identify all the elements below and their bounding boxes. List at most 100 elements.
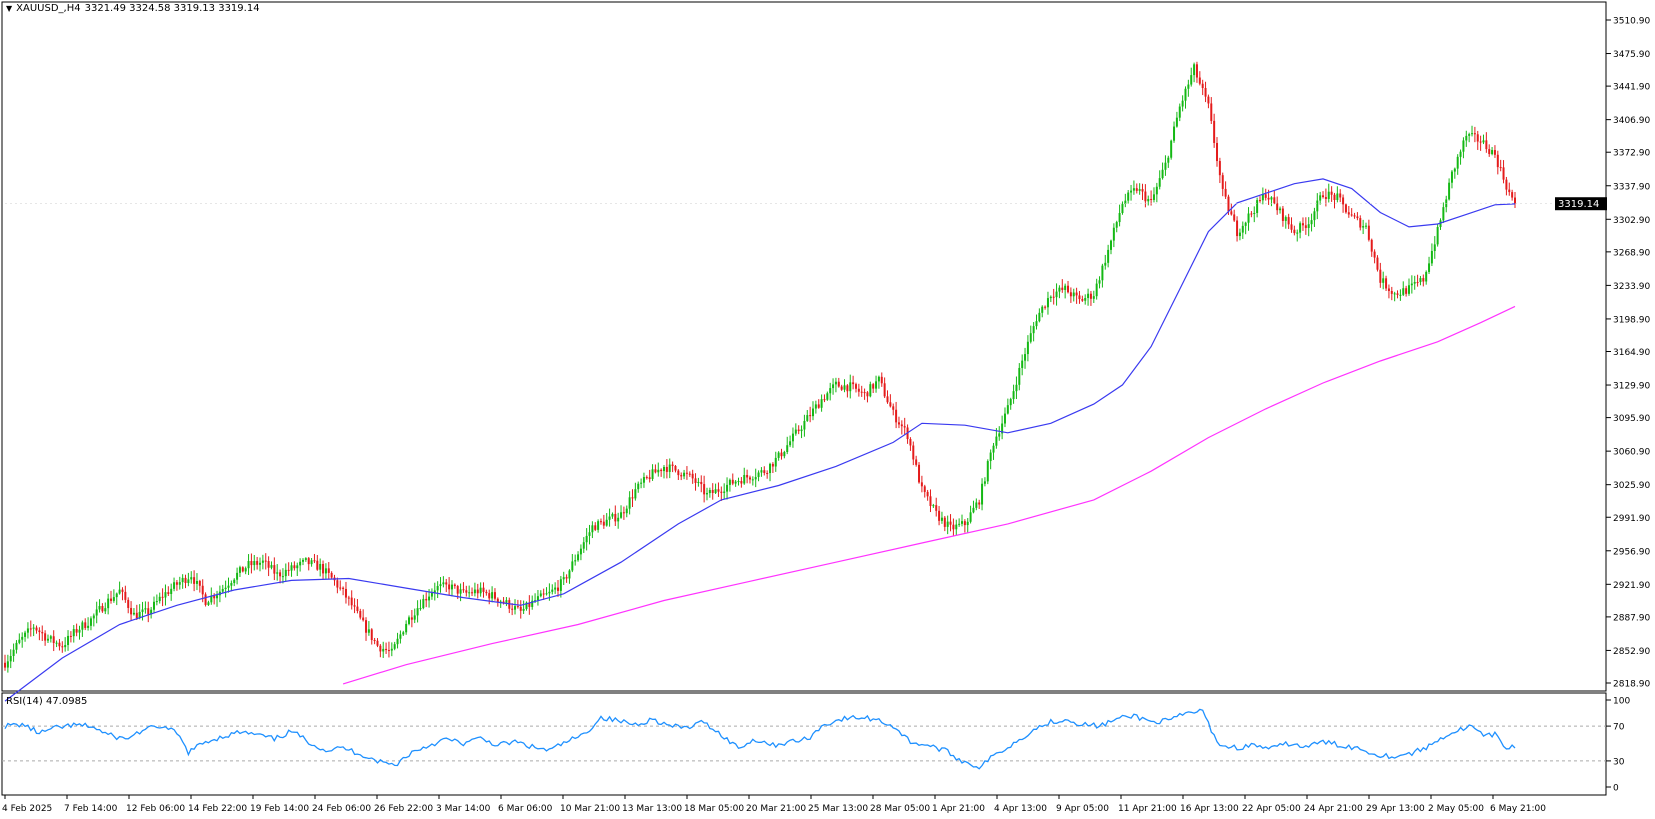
- candle-body: [482, 587, 485, 592]
- x-tick-label: 14 Feb 22:00: [188, 804, 247, 814]
- candle-body: [1170, 140, 1173, 158]
- candle-body: [1508, 189, 1511, 193]
- candle-body: [173, 582, 176, 589]
- candle-body: [281, 576, 284, 578]
- candle-body: [1055, 291, 1058, 298]
- candle-body: [522, 608, 525, 611]
- candle-body: [1499, 167, 1502, 169]
- y-tick-label: 2852.90: [1613, 647, 1650, 657]
- candle-body: [961, 521, 964, 524]
- candle-body: [952, 524, 955, 530]
- candle-body: [118, 589, 121, 594]
- candle-body: [207, 602, 210, 605]
- candle-body: [78, 629, 81, 633]
- candle-body: [508, 600, 511, 609]
- candle-body: [949, 521, 952, 525]
- candle-body: [1353, 215, 1356, 217]
- candle-body: [261, 560, 264, 563]
- candle-body: [657, 469, 660, 473]
- y-tick-label: 3233.90: [1613, 282, 1650, 292]
- candle-body: [1459, 151, 1462, 157]
- candle-body: [895, 409, 898, 423]
- candle-body: [104, 608, 107, 612]
- candle-body: [127, 599, 130, 608]
- candle-body: [1333, 194, 1336, 200]
- candle-body: [370, 629, 373, 640]
- candle-body: [1201, 83, 1204, 89]
- candle-body: [943, 517, 946, 527]
- candle-body: [791, 433, 794, 442]
- x-tick-label: 25 Mar 13:00: [808, 804, 868, 814]
- candle-body: [49, 636, 52, 639]
- x-tick-label: 4 Feb 2025: [2, 804, 52, 814]
- candle-body: [614, 513, 617, 522]
- candle-body: [1167, 157, 1170, 163]
- y-tick-label: 3441.90: [1613, 83, 1650, 93]
- candle-body: [410, 617, 413, 620]
- x-tick-label: 19 Feb 14:00: [250, 804, 309, 814]
- candle-body: [227, 585, 230, 588]
- candle-body: [645, 477, 648, 479]
- candle-body: [1324, 197, 1327, 199]
- candle-body: [178, 582, 181, 585]
- candle-body: [1009, 399, 1012, 406]
- candle-body: [175, 582, 178, 585]
- candle-body: [287, 569, 290, 571]
- candle-body: [637, 483, 640, 490]
- candle-body: [1049, 296, 1052, 299]
- candle-body: [1468, 134, 1471, 136]
- candle-body: [491, 592, 494, 599]
- candle-body: [1221, 175, 1224, 189]
- candle-body: [1152, 194, 1155, 200]
- candle-body: [1107, 249, 1110, 263]
- candle-body: [571, 561, 574, 571]
- ma-long-line: [342, 305, 1516, 685]
- candle-body: [1138, 189, 1141, 191]
- candle-body: [1230, 211, 1233, 215]
- candle-body: [986, 461, 989, 482]
- candle-body: [1365, 225, 1368, 227]
- candle-body: [539, 593, 542, 597]
- candle-body: [754, 477, 757, 480]
- y-tick-label: 3268.90: [1613, 248, 1650, 258]
- candle-body: [115, 593, 118, 598]
- candle-body: [1442, 207, 1445, 221]
- candle-body: [720, 491, 723, 493]
- candle-body: [1041, 306, 1044, 313]
- candle-body: [780, 452, 783, 457]
- candle-body: [1322, 195, 1325, 198]
- candle-body: [330, 572, 333, 578]
- candle-body: [1505, 179, 1508, 190]
- y-tick-label: 3198.90: [1613, 315, 1650, 325]
- candle-body: [579, 548, 582, 555]
- candle-body: [1075, 292, 1078, 296]
- y-tick-label: 3025.90: [1613, 481, 1650, 491]
- candle-body: [1393, 293, 1396, 295]
- dropdown-triangle-icon[interactable]: ▼: [6, 4, 13, 13]
- candle-body: [92, 615, 95, 619]
- candle-body: [1198, 77, 1201, 84]
- candle-body: [1382, 278, 1385, 283]
- candle-body: [886, 396, 889, 403]
- candle-body: [1493, 150, 1496, 155]
- candle-body: [585, 535, 588, 543]
- candle-body: [883, 383, 886, 397]
- rsi-tick-label: 30: [1613, 757, 1625, 767]
- candle-body: [75, 629, 78, 633]
- candle-body: [969, 512, 972, 522]
- candle-body: [132, 612, 135, 615]
- candle-body: [382, 648, 385, 652]
- candle-body: [789, 441, 792, 446]
- candle-body: [611, 513, 614, 517]
- candle-body: [763, 470, 766, 474]
- candle-body: [1253, 212, 1256, 214]
- candle-body: [1387, 288, 1390, 292]
- candle-body: [516, 606, 519, 608]
- candle-body: [938, 510, 941, 521]
- x-tick-label: 3 Mar 14:00: [436, 804, 491, 814]
- candle-body: [1339, 193, 1342, 198]
- candle-body: [958, 523, 961, 525]
- candle-body: [259, 562, 262, 565]
- candle-body: [631, 497, 634, 499]
